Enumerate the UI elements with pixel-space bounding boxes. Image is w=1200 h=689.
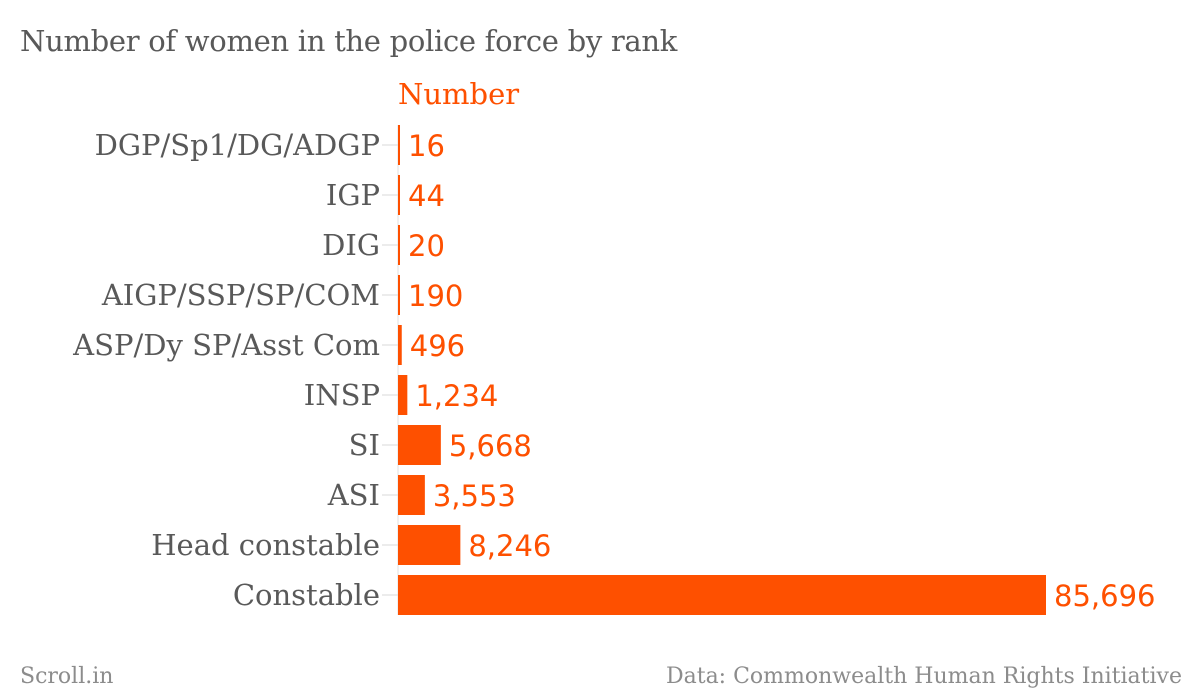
value-labels: 16 44 20 190 496 1,234 5,668 3,553 8,246 85,696 <box>408 129 1155 613</box>
footer-credit: Data: Commonwealth Human Rights Initiati… <box>665 664 1182 689</box>
bar <box>398 475 425 515</box>
category-label: INSP <box>304 378 380 412</box>
bar <box>398 275 400 315</box>
bar <box>398 375 408 415</box>
footer-source: Scroll.in <box>20 664 114 689</box>
value-label: 190 <box>408 279 463 313</box>
category-label: IGP <box>326 178 380 212</box>
category-label: DGP/Sp1/DG/ADGP <box>95 128 380 162</box>
category-labels: DGP/Sp1/DG/ADGP IGP DIG AIGP/SSP/SP/COM ASP/… <box>72 128 380 612</box>
value-label: 3,553 <box>433 479 516 513</box>
category-label: AIGP/SSP/SP/COM <box>101 278 380 312</box>
bar <box>398 575 1046 615</box>
value-label: 5,668 <box>449 429 532 463</box>
bar <box>398 125 400 165</box>
value-label: 8,246 <box>468 529 551 563</box>
value-label: 85,696 <box>1054 579 1155 613</box>
value-label: 44 <box>408 179 445 213</box>
category-label: ASP/Dy SP/Asst Com <box>72 328 380 362</box>
category-label: Constable <box>233 578 380 612</box>
bar <box>398 425 441 465</box>
bar <box>398 225 400 265</box>
bar <box>398 175 400 215</box>
category-axis <box>382 125 399 615</box>
value-label: 16 <box>408 129 445 163</box>
category-label: Head constable <box>151 528 380 562</box>
bar <box>398 325 402 365</box>
bars <box>398 125 1046 615</box>
chart-title: Number of women in the police force by r… <box>20 24 678 58</box>
category-label: ASI <box>327 478 380 512</box>
series-label: Number <box>398 77 519 111</box>
bar <box>398 525 461 565</box>
value-label: 1,234 <box>415 379 498 413</box>
category-label: DIG <box>322 228 380 262</box>
category-label: SI <box>349 428 380 462</box>
value-label: 20 <box>408 229 445 263</box>
value-label: 496 <box>410 329 465 363</box>
